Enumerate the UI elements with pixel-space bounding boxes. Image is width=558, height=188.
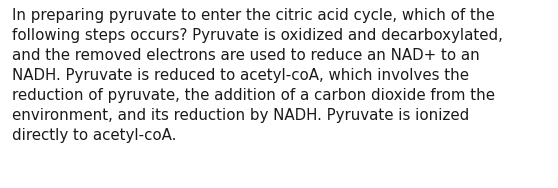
Text: In preparing pyruvate to enter the citric acid cycle, which of the
following ste: In preparing pyruvate to enter the citri… [12, 8, 503, 143]
